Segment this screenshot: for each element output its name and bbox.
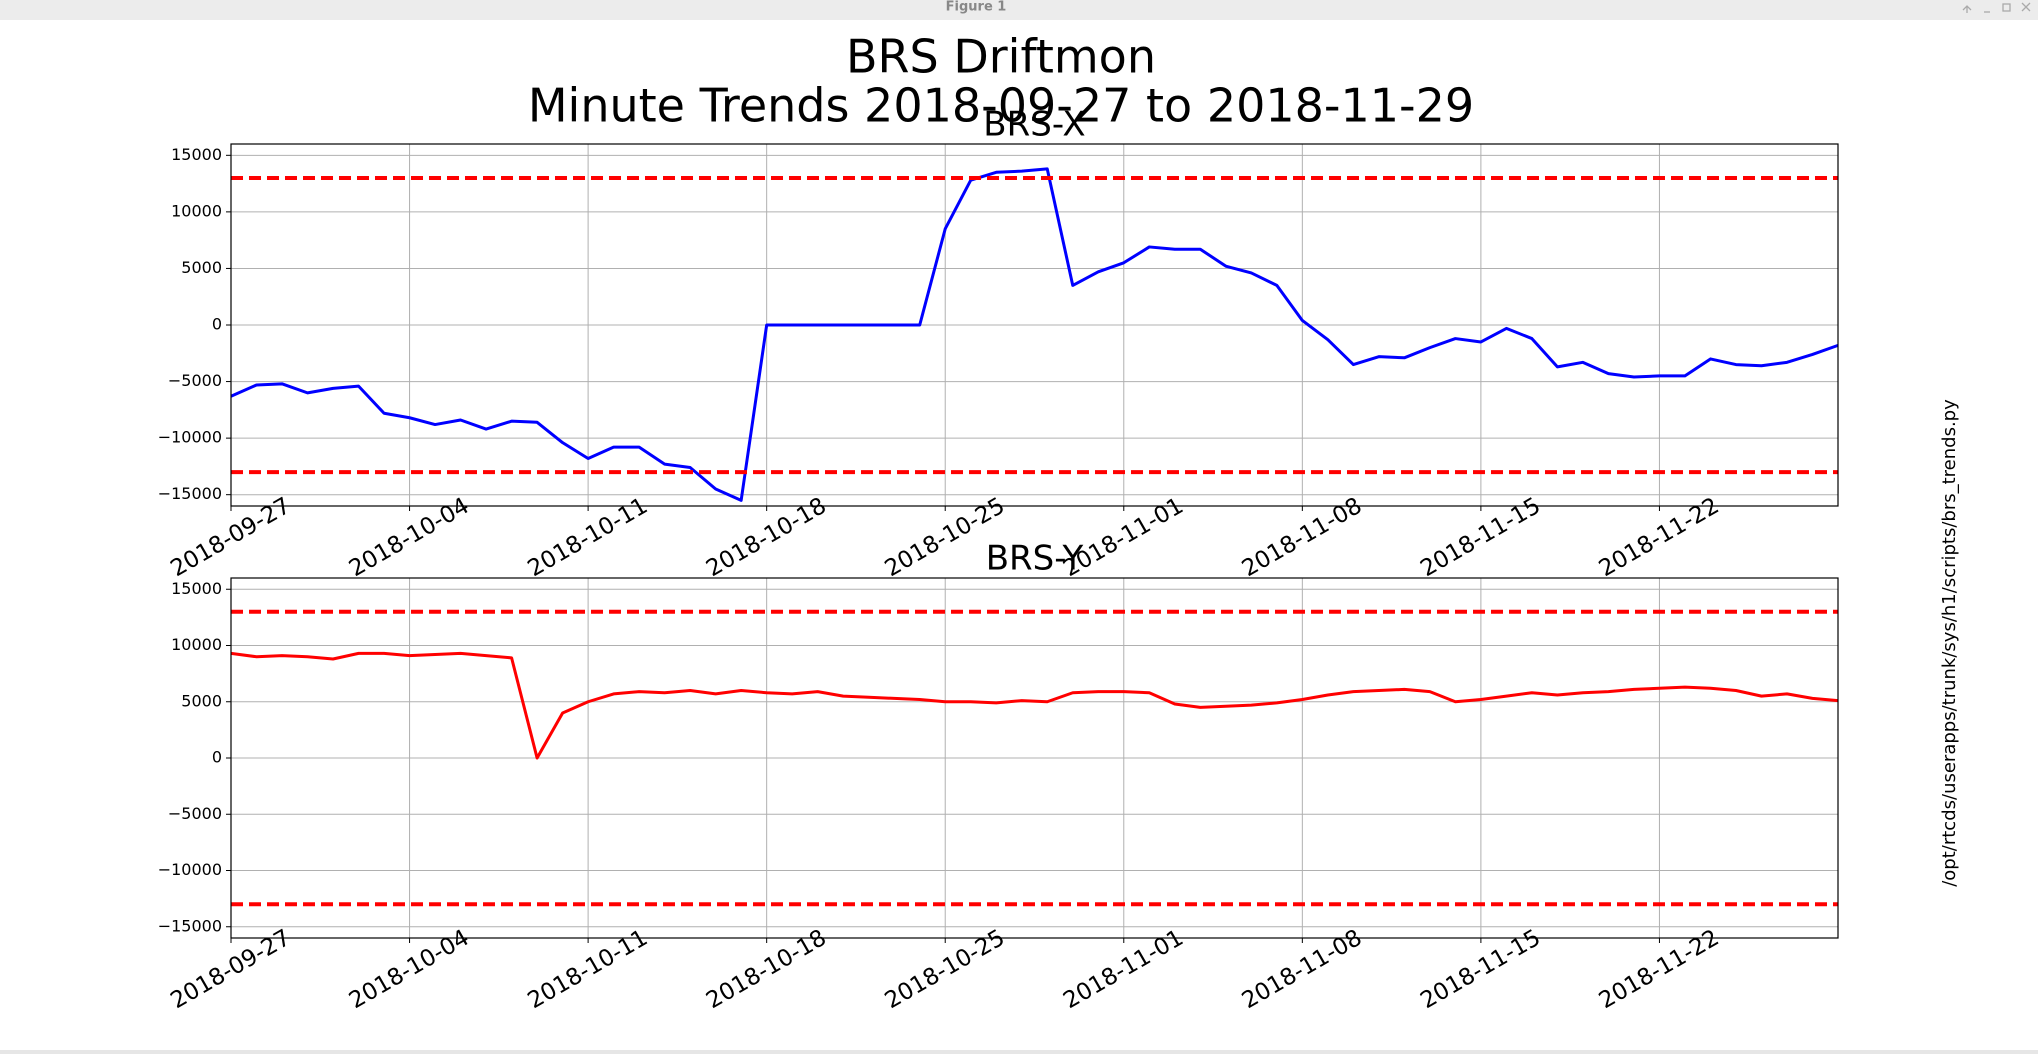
axes-title: BRS-Y — [986, 539, 1084, 579]
axes-frame — [230, 577, 1839, 939]
y-tick-label: 15000 — [171, 579, 222, 598]
data-line — [230, 167, 1839, 502]
axes-frame — [230, 143, 1839, 507]
axes-title: BRS-X — [983, 105, 1085, 145]
axes: BRS-X−15000−10000−5000050001000015000201… — [158, 105, 1839, 582]
data-line — [230, 651, 1839, 760]
y-tick-label: 0 — [212, 748, 222, 767]
y-tick-label: −10000 — [158, 860, 222, 879]
window-title: Figure 1 — [946, 0, 1007, 15]
script-path: /opt/rtcds/userapps/trunk/sys/h1/scripts… — [1939, 399, 1960, 887]
maximize-button[interactable] — [2002, 3, 2011, 12]
figure-title: BRS Driftmon — [846, 30, 1156, 84]
y-tick-label: 15000 — [171, 145, 222, 164]
pin-button[interactable] — [1962, 5, 1972, 13]
y-tick-label: −5000 — [168, 804, 222, 823]
y-tick-label: 10000 — [171, 201, 222, 220]
figure-subtitle: Minute Trends 2018-09-27 to 2018-11-29 — [528, 79, 1474, 133]
y-tick-label: 5000 — [181, 691, 222, 710]
axes: BRS-Y−15000−10000−5000050001000015000201… — [158, 539, 1839, 1014]
y-tick-label: 0 — [212, 315, 222, 334]
close-button[interactable] — [2021, 2, 2031, 12]
title-bar — [0, 0, 2038, 20]
y-tick-label: 10000 — [171, 635, 222, 654]
y-tick-label: 5000 — [181, 258, 222, 277]
status-bar — [0, 1050, 2038, 1054]
window-controls[interactable] — [1962, 2, 2031, 13]
y-tick-label: −15000 — [158, 484, 222, 503]
y-tick-label: −10000 — [158, 428, 222, 447]
y-tick-label: −15000 — [158, 916, 222, 935]
y-tick-label: −5000 — [168, 371, 222, 390]
